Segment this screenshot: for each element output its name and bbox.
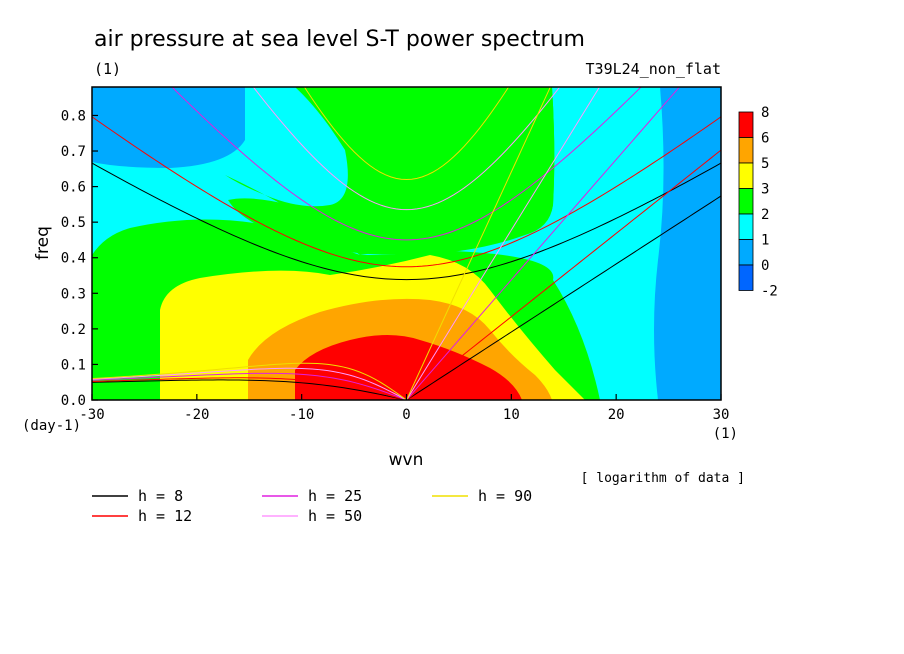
colorbar-label: 3: [761, 182, 769, 198]
rossby-curve: [92, 379, 407, 400]
x-tick-label: -10: [289, 407, 314, 423]
legend-label: h = 8: [138, 487, 183, 505]
x-tick-label: 10: [503, 407, 520, 423]
colorbar-swatch: [738, 188, 754, 215]
rossby-curve: [92, 367, 407, 400]
colorbar-swatch: [738, 111, 754, 138]
x-tick-label: -30: [79, 407, 104, 423]
band-level-2-upper: [228, 87, 555, 255]
colorbar-swatch: [738, 264, 754, 291]
legend-label: h = 12: [138, 507, 192, 525]
gravity-curve: [303, 87, 510, 181]
x-axis: -30 -20 -10 0 10 20 30: [79, 394, 729, 423]
colorbar-label: 0: [761, 258, 769, 274]
y-tick-label: 0.3: [61, 286, 86, 302]
rossby-curve: [92, 362, 407, 400]
rossby-curve: [92, 372, 407, 400]
y-tick-label: 0.0: [61, 393, 86, 409]
colorbar: 8 6 5 3 2 1 0 -2: [738, 105, 778, 300]
kelvin-curve: [406, 87, 601, 400]
y-units: (day-1): [22, 418, 81, 434]
kelvin-curve: [406, 149, 721, 400]
colorbar-swatch: [738, 213, 754, 240]
kelvin-curve: [406, 87, 681, 400]
y-tick-label: 0.7: [61, 144, 86, 160]
x-tick-label: 20: [608, 407, 625, 423]
colorbar-label: 2: [761, 207, 769, 223]
y-tick-label: 0.6: [61, 180, 86, 196]
legend-label: h = 90: [478, 487, 532, 505]
legend-label: h = 50: [308, 507, 362, 525]
y-axis-label: freq: [33, 226, 53, 260]
rossby-curve: [92, 377, 407, 400]
y-axis: 0.0 0.1 0.2 0.3 0.4 0.5 0.6 0.7 0.8: [61, 108, 98, 409]
colorbar-label: 8: [761, 105, 769, 121]
legend: h = 8 h = 12 h = 25 h = 50 h = 90: [92, 487, 532, 525]
x-tick-label: 0: [402, 407, 410, 423]
band-level-0-left: [92, 87, 245, 168]
chart-units: (1): [94, 60, 121, 78]
y-tick-label: 0.8: [61, 108, 86, 124]
colorbar-label: -2: [761, 284, 778, 300]
log-note: [ logarithm of data ]: [581, 471, 745, 486]
gravity-curve: [171, 87, 642, 241]
chart-title: air pressure at sea level S-T power spec…: [94, 27, 585, 52]
x-tick-label: -20: [184, 407, 209, 423]
y-tick-label: 0.2: [61, 322, 86, 338]
gravity-curve: [92, 116, 721, 268]
legend-label: h = 25: [308, 487, 362, 505]
colorbar-swatch: [738, 162, 754, 189]
colorbar-swatch: [738, 137, 754, 164]
y-tick-label: 0.1: [61, 357, 86, 373]
gravity-curve: [92, 162, 721, 281]
kelvin-curve: [406, 195, 721, 400]
y-tick-label: 0.5: [61, 215, 86, 231]
x-axis-label: wvn: [389, 450, 424, 470]
kelvin-curve: [406, 87, 551, 400]
x-tick-label: 30: [713, 407, 730, 423]
colorbar-label: 1: [761, 233, 769, 249]
contour-fill: [92, 87, 721, 400]
x-units: (1): [713, 426, 738, 442]
gravity-curve: [252, 87, 561, 211]
dispersion-curves: [92, 87, 721, 400]
y-tick-label: 0.4: [61, 251, 86, 267]
colorbar-label: 5: [761, 156, 769, 172]
colorbar-label: 6: [761, 131, 769, 147]
band-level-0-right: [654, 87, 721, 400]
experiment-label: T39L24_non_flat: [586, 60, 721, 78]
band-level-6: [295, 335, 522, 400]
colorbar-swatch: [738, 239, 754, 266]
